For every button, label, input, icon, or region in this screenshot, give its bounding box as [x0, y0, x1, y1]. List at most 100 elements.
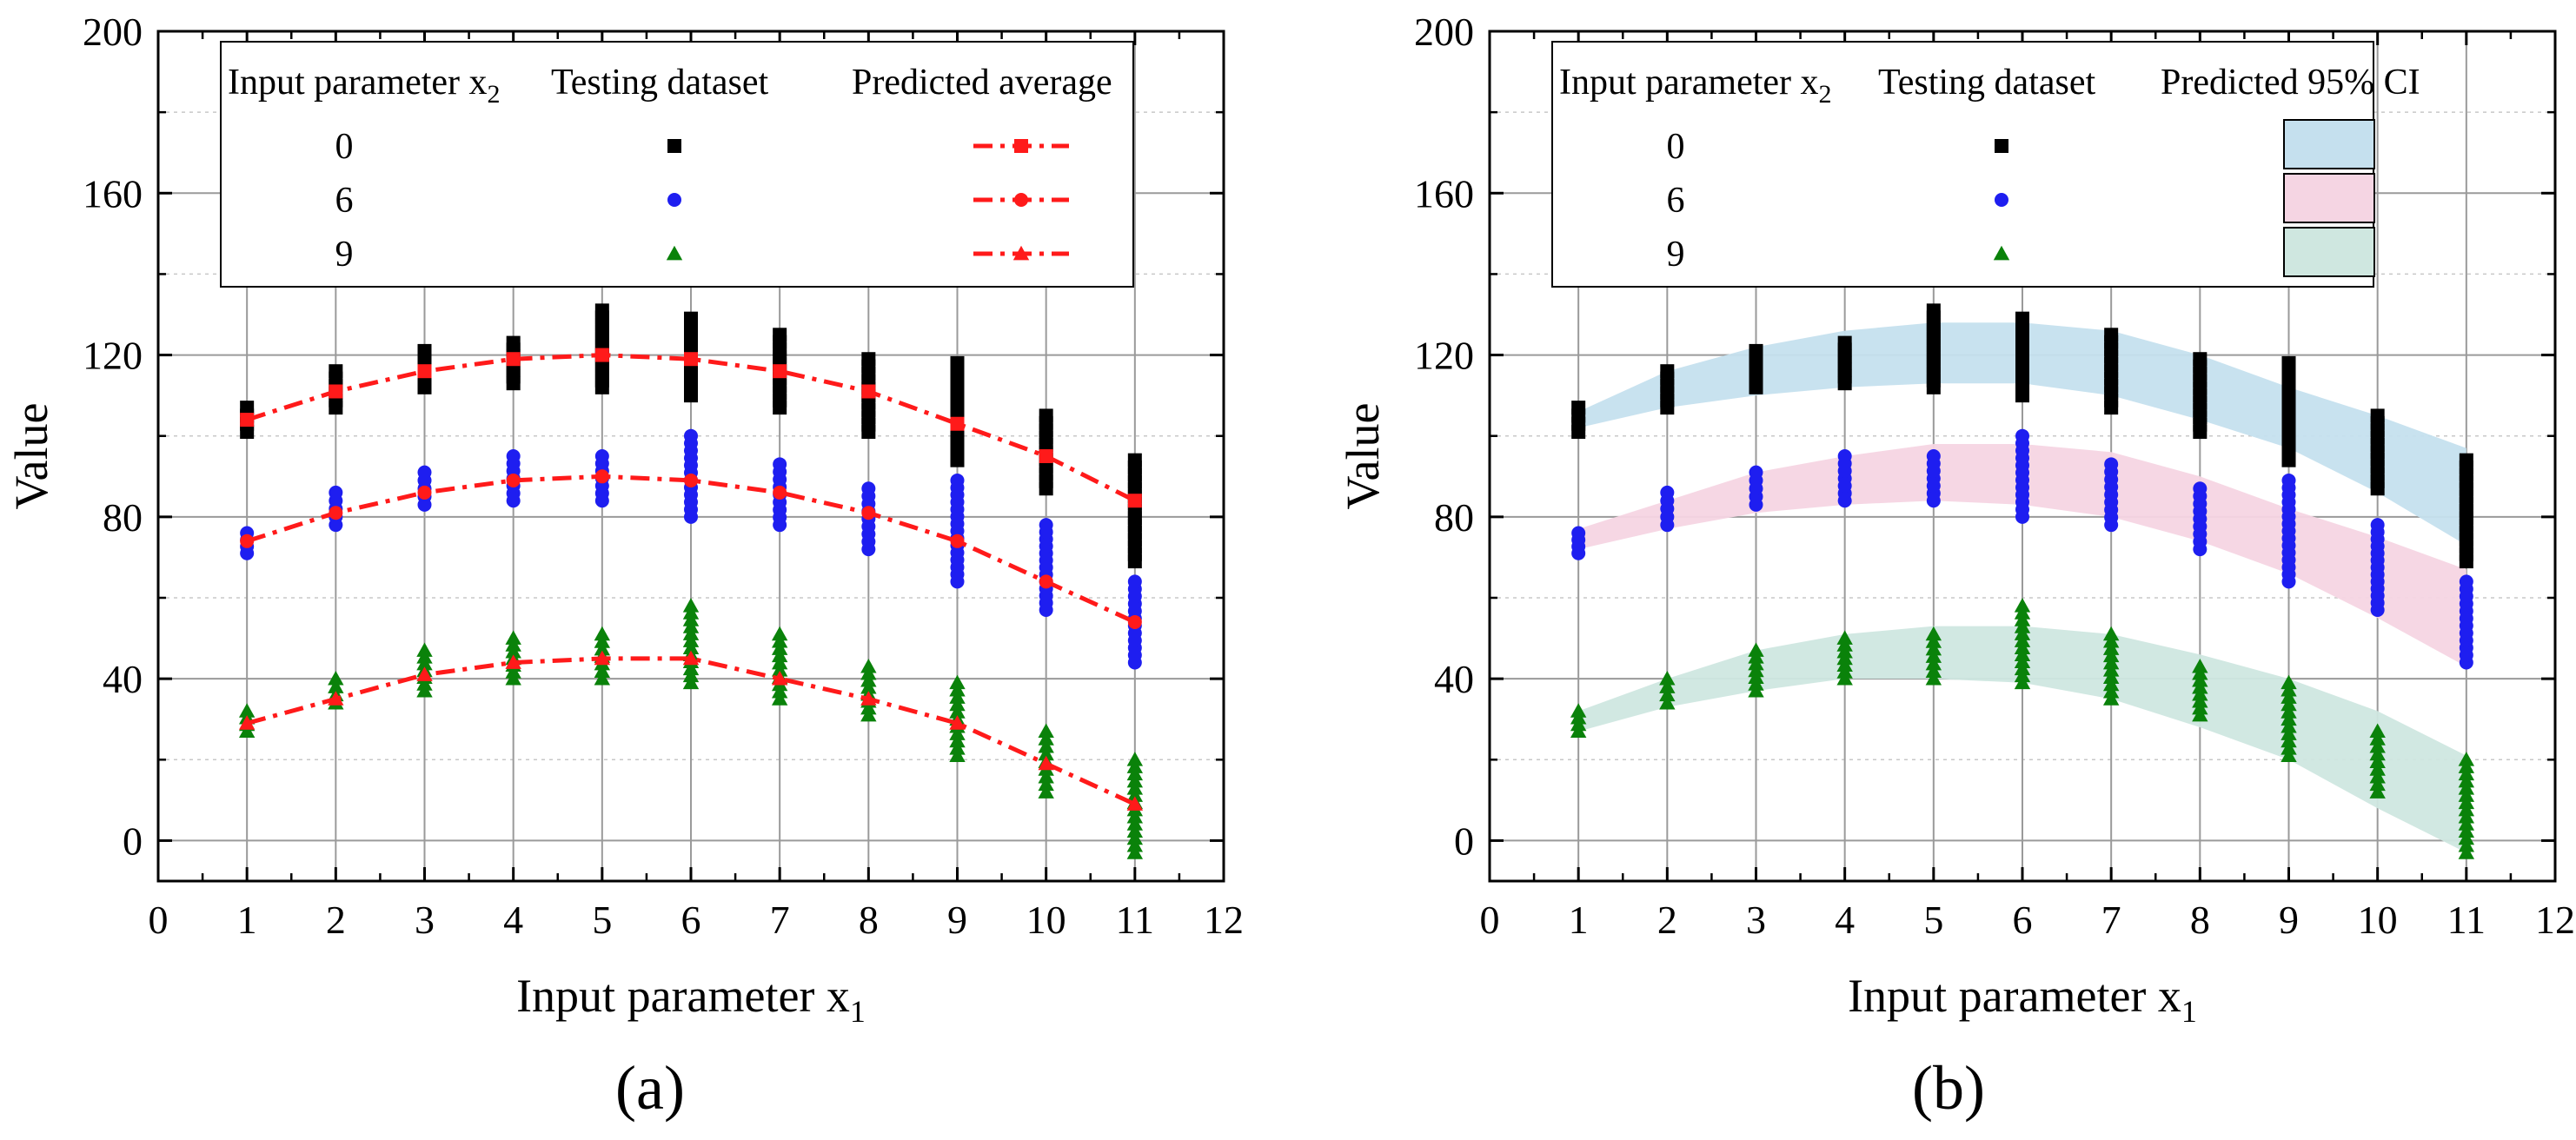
y-axis-title: Value: [1337, 403, 1389, 510]
legend-line-marker-series-9: [1012, 245, 1030, 261]
data-point-series-9: [505, 630, 521, 645]
predicted-marker-series-6: [861, 506, 876, 520]
x-axis-title-text: Input parameter x: [1848, 970, 2181, 1022]
data-point-series-0: [1837, 335, 1852, 350]
data-point-series-9: [1038, 738, 1054, 753]
data-point-series-9: [2369, 761, 2386, 776]
legend-header-parameter: Input parameter x2: [228, 63, 501, 109]
y-tick-label: 0: [123, 819, 143, 863]
y-tick-label: 160: [83, 171, 143, 215]
predicted-marker-series-9: [1126, 796, 1144, 811]
legend-line-marker-series-0: [1014, 139, 1028, 153]
x-tick-label: 8: [2190, 898, 2210, 942]
data-point-series-6: [1749, 465, 1763, 480]
legend-header-testing: Testing dataset: [1878, 63, 2095, 103]
data-point-series-0: [950, 355, 965, 370]
legend-row-label: 9: [335, 235, 354, 275]
data-point-series-9: [1038, 731, 1054, 746]
legend-box: [1551, 41, 2374, 288]
legend-band-swatch-series-9: [2283, 227, 2375, 277]
data-point-series-9: [1570, 703, 1587, 718]
data-point-series-0: [1039, 408, 1053, 423]
data-point-series-0: [417, 343, 432, 358]
data-point-series-6: [1039, 518, 1053, 533]
data-point-series-9: [949, 704, 966, 719]
legend-marker-series-6: [667, 193, 681, 207]
data-point-series-9: [860, 658, 877, 673]
predicted-marker-series-9: [238, 715, 256, 730]
legend: Input parameter x2 Testing dataset Predict…: [1551, 41, 2420, 288]
data-point-series-9: [2281, 747, 2297, 762]
x-tick-label: 0: [1480, 898, 1500, 942]
data-point-series-9: [2281, 681, 2297, 697]
legend-marker-series-0: [1995, 139, 2008, 153]
data-point-series-9: [949, 740, 966, 755]
predicted-marker-series-0: [240, 413, 255, 428]
predicted-marker-series-0: [506, 352, 521, 367]
legend-marker-series-0: [667, 139, 681, 153]
data-point-series-6: [2015, 428, 2029, 443]
data-point-series-6: [950, 473, 965, 487]
legend-marker-series-9: [666, 245, 683, 261]
predicted-marker-series-0: [417, 364, 432, 379]
predicted-marker-series-9: [1038, 755, 1054, 771]
data-point-series-9: [594, 663, 611, 678]
data-point-series-9: [1038, 723, 1054, 739]
x-tick-label: 9: [2279, 898, 2299, 942]
data-point-series-6: [417, 465, 432, 480]
data-point-series-0: [1926, 303, 1941, 318]
ci-band-series-9: [1578, 626, 2466, 853]
y-tick-label: 80: [103, 495, 143, 540]
data-point-series-9: [1925, 655, 1942, 671]
data-point-series-0: [2193, 352, 2208, 367]
predicted-marker-series-6: [1127, 614, 1142, 629]
data-point-series-9: [2369, 753, 2386, 768]
legend-row-label: 6: [335, 181, 354, 221]
data-point-series-6: [861, 481, 876, 496]
x-tick-label: 12: [1204, 898, 1244, 942]
data-point-series-0: [773, 328, 787, 342]
data-point-series-9: [2281, 732, 2297, 748]
data-point-series-9: [2369, 738, 2386, 753]
predicted-marker-series-0: [594, 348, 609, 362]
y-tick-label: 200: [1414, 10, 1474, 54]
x-axis-title-subscript: 1: [2181, 994, 2197, 1029]
data-point-series-6: [1660, 485, 1675, 500]
predicted-marker-series-6: [773, 485, 787, 500]
data-point-series-9: [2369, 768, 2386, 784]
y-tick-label: 200: [83, 10, 143, 54]
data-point-series-9: [2281, 689, 2297, 704]
predicted-marker-series-0: [950, 416, 965, 431]
data-point-series-9: [594, 670, 611, 686]
data-point-series-9: [2369, 784, 2386, 799]
panel-label: (a): [615, 1053, 685, 1123]
data-point-series-0: [684, 311, 698, 326]
predicted-marker-series-9: [505, 654, 521, 669]
data-point-series-9: [949, 681, 966, 697]
y-tick-label: 120: [1414, 334, 1474, 378]
predicted-marker-series-9: [771, 670, 788, 686]
data-point-series-9: [2281, 704, 2297, 719]
data-point-series-9: [1659, 670, 1676, 686]
data-point-series-9: [949, 696, 966, 712]
data-point-series-9: [2369, 731, 2386, 746]
y-tick-label: 40: [1434, 657, 1474, 701]
x-tick-label: 12: [2535, 898, 2575, 942]
data-point-series-9: [1925, 648, 1942, 663]
legend-box: [220, 41, 1134, 288]
data-point-series-9: [2014, 598, 2031, 613]
data-point-series-9: [2281, 696, 2297, 712]
data-point-series-9: [1126, 752, 1144, 766]
data-point-series-9: [416, 642, 433, 657]
x-tick-label: 7: [2101, 898, 2121, 942]
data-point-series-0: [240, 401, 255, 415]
data-point-series-9: [2192, 658, 2208, 673]
data-point-series-9: [594, 633, 611, 648]
data-point-series-9: [949, 689, 966, 704]
predicted-line-series-0: [246, 353, 1136, 503]
data-point-series-6: [1571, 526, 1586, 540]
predicted-marker-series-6: [506, 473, 521, 487]
x-tick-label: 11: [2447, 898, 2486, 942]
y-tick-label: 0: [1454, 819, 1474, 863]
data-point-series-9: [328, 670, 344, 686]
